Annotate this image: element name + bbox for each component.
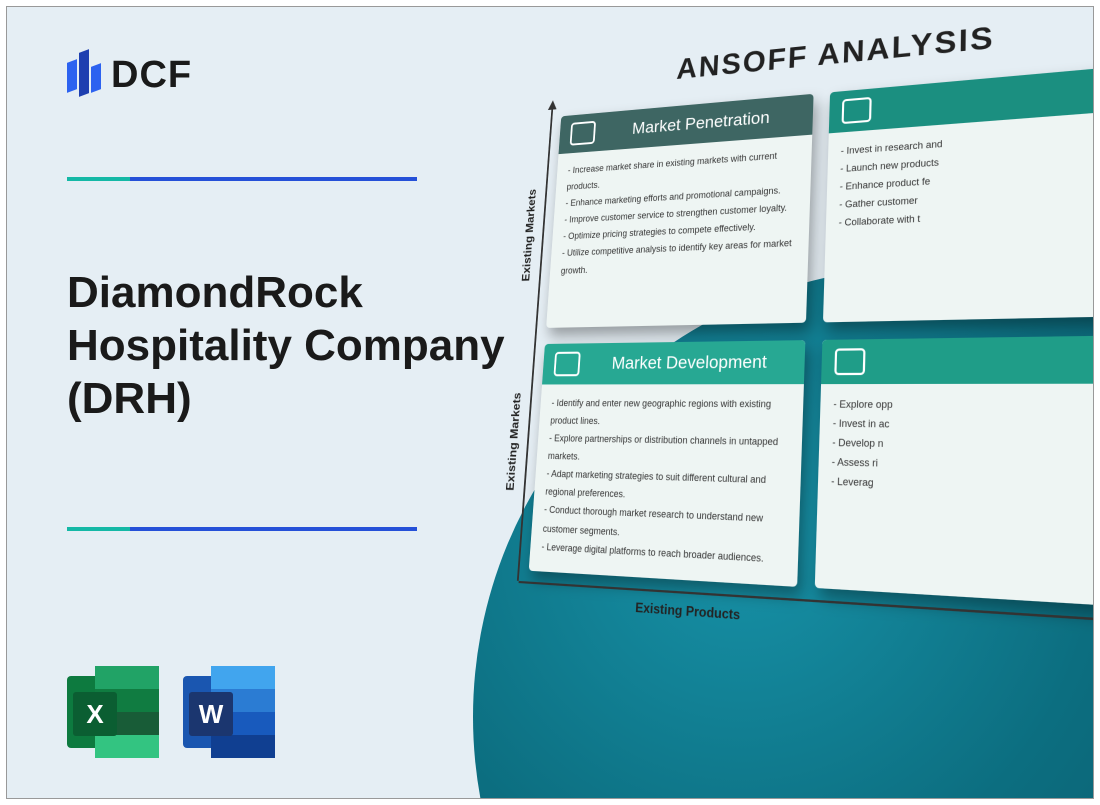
ansoff-matrix-container: ANSOFF ANALYSIS Existing Markets Existin… — [503, 57, 1094, 657]
slide-frame: DCF DiamondRock Hospitality Company (DRH… — [6, 6, 1094, 799]
store-icon — [554, 351, 581, 376]
divider-top — [67, 177, 417, 181]
divider-bottom — [67, 527, 417, 531]
card-title — [882, 89, 1094, 108]
x-axis-label-1: Existing Products — [635, 599, 741, 622]
card-market-penetration: Market Penetration Increase market share… — [546, 94, 814, 328]
image-icon — [570, 121, 596, 146]
logo-text: DCF — [111, 54, 192, 97]
chart-icon — [842, 97, 872, 124]
card-product-development: Invest in research and Launch new produc… — [823, 66, 1094, 323]
card-market-development: Market Development Identify and enter ne… — [529, 340, 806, 587]
card-body: Increase market share in existing market… — [549, 135, 813, 294]
card-body: Explore opp Invest in ac Develop n Asses… — [817, 383, 1094, 519]
logo-bars-icon — [67, 47, 101, 103]
card-title: Market Penetration — [604, 105, 801, 141]
card-title — [876, 359, 1094, 361]
card-diversification: Explore opp Invest in ac Develop n Asses… — [815, 335, 1094, 607]
card-title: Market Development — [589, 351, 793, 374]
card-body: Invest in research and Launch new produc… — [825, 110, 1094, 248]
expand-icon — [834, 348, 865, 375]
word-icon: W — [183, 666, 275, 758]
dcf-logo: DCF — [67, 47, 192, 103]
y-axis-label-1: Existing Markets — [519, 189, 538, 282]
excel-icon: X — [67, 666, 159, 758]
file-type-icons: X W — [67, 666, 275, 758]
page-title: DiamondRock Hospitality Company (DRH) — [67, 267, 527, 425]
y-axis-label-2: Existing Markets — [504, 393, 524, 491]
matrix-grid: Existing Markets Existing Markets Existi… — [519, 54, 1094, 620]
card-body: Identify and enter new geographic region… — [529, 384, 804, 587]
ansoff-matrix: ANSOFF ANALYSIS Existing Markets Existin… — [482, 6, 1094, 620]
